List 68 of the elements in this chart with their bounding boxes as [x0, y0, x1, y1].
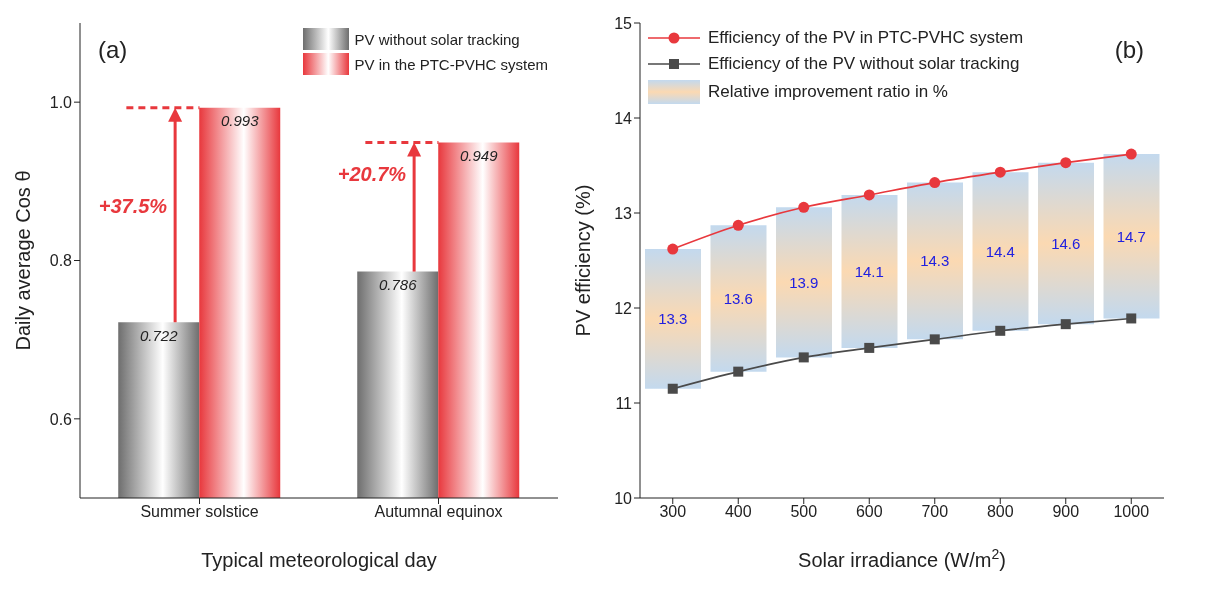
annotation: 14.3	[920, 252, 950, 270]
x-tick-label: 700	[921, 503, 949, 521]
x-tick-label: 300	[659, 503, 687, 521]
bar	[972, 172, 1029, 331]
data-label: 0.993	[220, 112, 260, 130]
legend-label: Efficiency of the PV in PTC-PVHC system	[708, 28, 1024, 48]
bar	[907, 182, 963, 340]
x-tick-label: 500	[790, 503, 818, 521]
y-tick-label: 12	[614, 299, 633, 317]
y-tick-label: 0.6	[49, 410, 73, 428]
point	[798, 201, 810, 213]
annotation: 14.1	[854, 262, 884, 280]
annotation: (b)	[1114, 36, 1144, 64]
legend-label: Relative improvement ratio in %	[708, 82, 948, 102]
annotation: +20.7%	[337, 163, 407, 186]
point	[995, 325, 1006, 336]
x-tick-label: 600	[855, 503, 883, 521]
point	[864, 342, 875, 353]
annotation: (a)	[98, 36, 128, 63]
point	[929, 177, 941, 189]
bar	[1038, 162, 1094, 325]
point	[929, 334, 940, 345]
legend-label: Efficiency of the PV without solar tracking	[708, 54, 1020, 74]
y-tick-label: 14	[614, 109, 633, 127]
y-tick-label: 15	[614, 14, 633, 32]
y-tick-label: 11	[615, 394, 633, 412]
point	[733, 366, 744, 377]
point	[1125, 148, 1137, 160]
y-tick-label: 13	[614, 204, 633, 222]
y-tick-label: 0.8	[49, 252, 73, 270]
x-tick-label: 900	[1052, 503, 1080, 521]
point	[994, 166, 1006, 178]
point	[667, 243, 679, 255]
annotation: 13.6	[723, 290, 753, 307]
y-axis-title: PV efficiency (%)	[572, 184, 594, 337]
point	[798, 352, 809, 363]
x-tick-label: Autumnal equinox	[374, 503, 503, 521]
point	[1126, 313, 1137, 324]
x-axis-title: Solar irradiance (W/m$^{2}$)	[798, 546, 1006, 571]
bar	[1103, 154, 1160, 319]
annotation: +37.5%	[98, 195, 168, 217]
bar	[710, 225, 767, 372]
y-axis-title: Daily average Cos θ	[12, 170, 34, 351]
bar	[841, 194, 898, 348]
x-tick-label: 400	[724, 503, 752, 521]
point	[863, 189, 875, 201]
y-tick-label: 10	[614, 489, 633, 507]
x-tick-label: Summer solstice	[140, 503, 259, 521]
bar	[645, 249, 701, 389]
y-tick-label: 1.0	[49, 93, 73, 111]
data-label: 0.722	[139, 326, 179, 344]
legend-label: PV in the PTC-PVHC system	[354, 55, 548, 73]
x-axis-title: Typical meteorological day	[201, 549, 437, 571]
annotation: 13.3	[658, 310, 688, 328]
bar	[776, 207, 832, 358]
point	[732, 219, 744, 231]
x-tick-label: 1000	[1113, 503, 1150, 521]
point	[1060, 157, 1072, 169]
legend-label: PV without solar tracking	[354, 30, 520, 48]
point	[1060, 319, 1071, 330]
annotation: 13.9	[789, 273, 819, 291]
data-label: 0.949	[459, 147, 499, 165]
annotation: 14.4	[985, 242, 1015, 260]
x-tick-label: 800	[986, 503, 1014, 521]
annotation: 14.7	[1116, 227, 1146, 245]
annotation: 14.6	[1051, 234, 1081, 252]
data-label: 0.786	[378, 276, 418, 294]
point	[667, 383, 678, 394]
